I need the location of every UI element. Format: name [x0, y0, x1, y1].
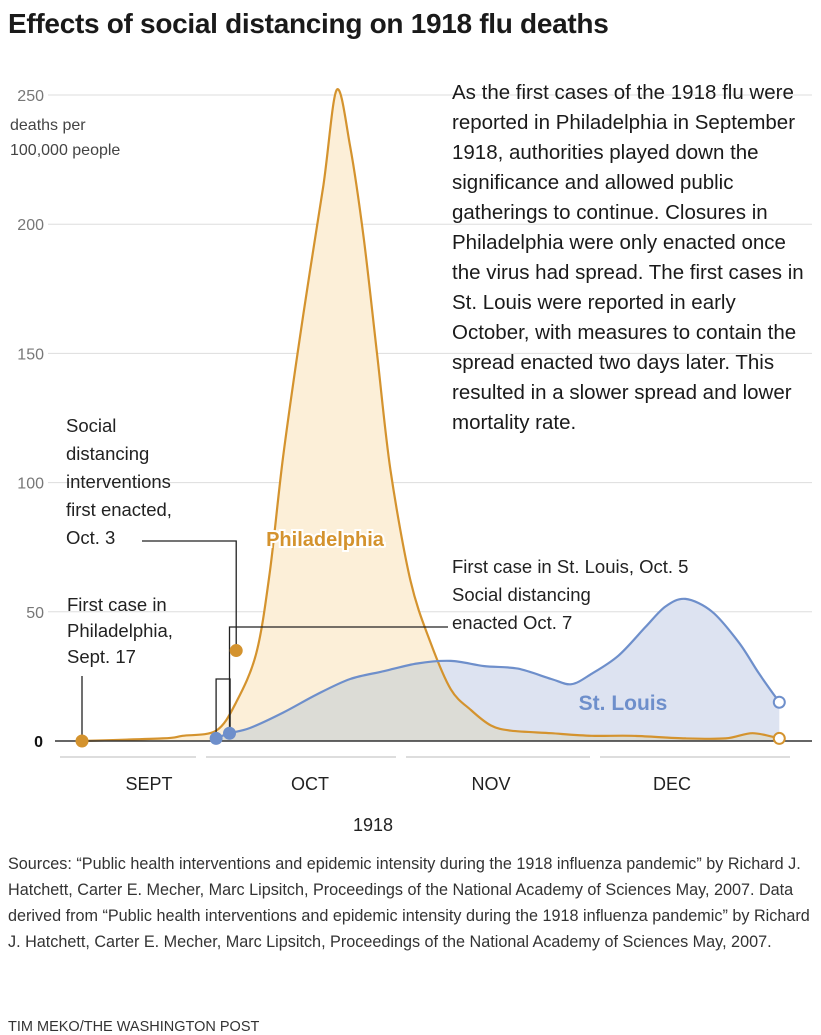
annotation-stl-first-case: First case in St. Louis, Oct. 5	[452, 556, 688, 577]
philadelphia-line	[81, 88, 780, 743]
marker-philadelphia-1	[75, 734, 89, 748]
marker-layer	[75, 644, 786, 748]
x-tick-label-nov: NOV	[471, 774, 510, 794]
y-tick-label-0: 0	[34, 734, 43, 751]
annotation-phl-first-case-line-2: Philadelphia,	[67, 620, 173, 641]
marker-philadelphia-6	[772, 731, 786, 745]
annotation-phl-distancing-line-5: Oct. 3	[66, 527, 115, 548]
annotation-stl-distancing-line-1: Social distancing	[452, 584, 591, 605]
chart-title: Effects of social distancing on 1918 flu…	[8, 8, 609, 39]
y-tick-label-100: 100	[17, 476, 44, 493]
label-layer: First case in Philadelphia, Sept. 17 Social…	[66, 415, 688, 715]
axis-layer: 0 50 100 150 200 250 deaths per 100,000 people S…	[10, 88, 812, 835]
annotation-layer	[81, 540, 448, 741]
x-axis-year-label: 1918	[353, 815, 393, 835]
annotation-phl-distancing-line-2: distancing	[66, 443, 149, 464]
chart-area: 0 50 100 150 200 250 deaths per 100,000 people S…	[10, 88, 812, 835]
credit-text: TIM MEKO/THE WASHINGTON POST	[8, 1019, 260, 1035]
annotation-phl-first-case-line-1: First case in	[67, 594, 167, 615]
series-label-stlouis: St. Louis	[579, 692, 668, 715]
marker-philadelphia-2	[229, 644, 243, 658]
marker-stlouis-4	[223, 726, 237, 740]
annotation-stl-distancing-line-2: enacted Oct. 7	[452, 612, 572, 633]
leader-phl-distancing	[142, 540, 237, 651]
y-tick-label-200: 200	[17, 217, 44, 234]
x-tick-label-oct: OCT	[291, 774, 329, 794]
x-tick-label-sept: SEPT	[126, 774, 173, 794]
x-tick-label-dec: DEC	[653, 774, 691, 794]
line-layer	[81, 88, 781, 743]
sources-text: Sources: “Public health interventions an…	[8, 855, 810, 951]
annotation-phl-distancing-line-3: interventions	[66, 471, 171, 492]
y-tick-label-250: 250	[17, 88, 44, 105]
annotation-phl-first-case-line-3: Sept. 17	[67, 646, 136, 667]
leader-stl	[228, 626, 448, 734]
y-axis-label-line-1: deaths per	[10, 117, 86, 134]
marker-stlouis-3	[209, 731, 223, 745]
y-tick-label-150: 150	[17, 346, 44, 363]
description-text: As the first cases of the 1918 flu were …	[452, 81, 804, 434]
marker-stlouis-5	[772, 695, 786, 709]
y-tick-label-50: 50	[26, 605, 44, 622]
series-label-philadelphia: Philadelphia	[266, 529, 385, 551]
annotation-phl-distancing-line-4: first enacted,	[66, 499, 172, 520]
stlouis-line	[215, 597, 781, 740]
y-axis-label-line-2: 100,000 people	[10, 142, 120, 159]
annotation-phl-distancing-line-1: Social	[66, 415, 116, 436]
area-layer	[82, 89, 780, 742]
